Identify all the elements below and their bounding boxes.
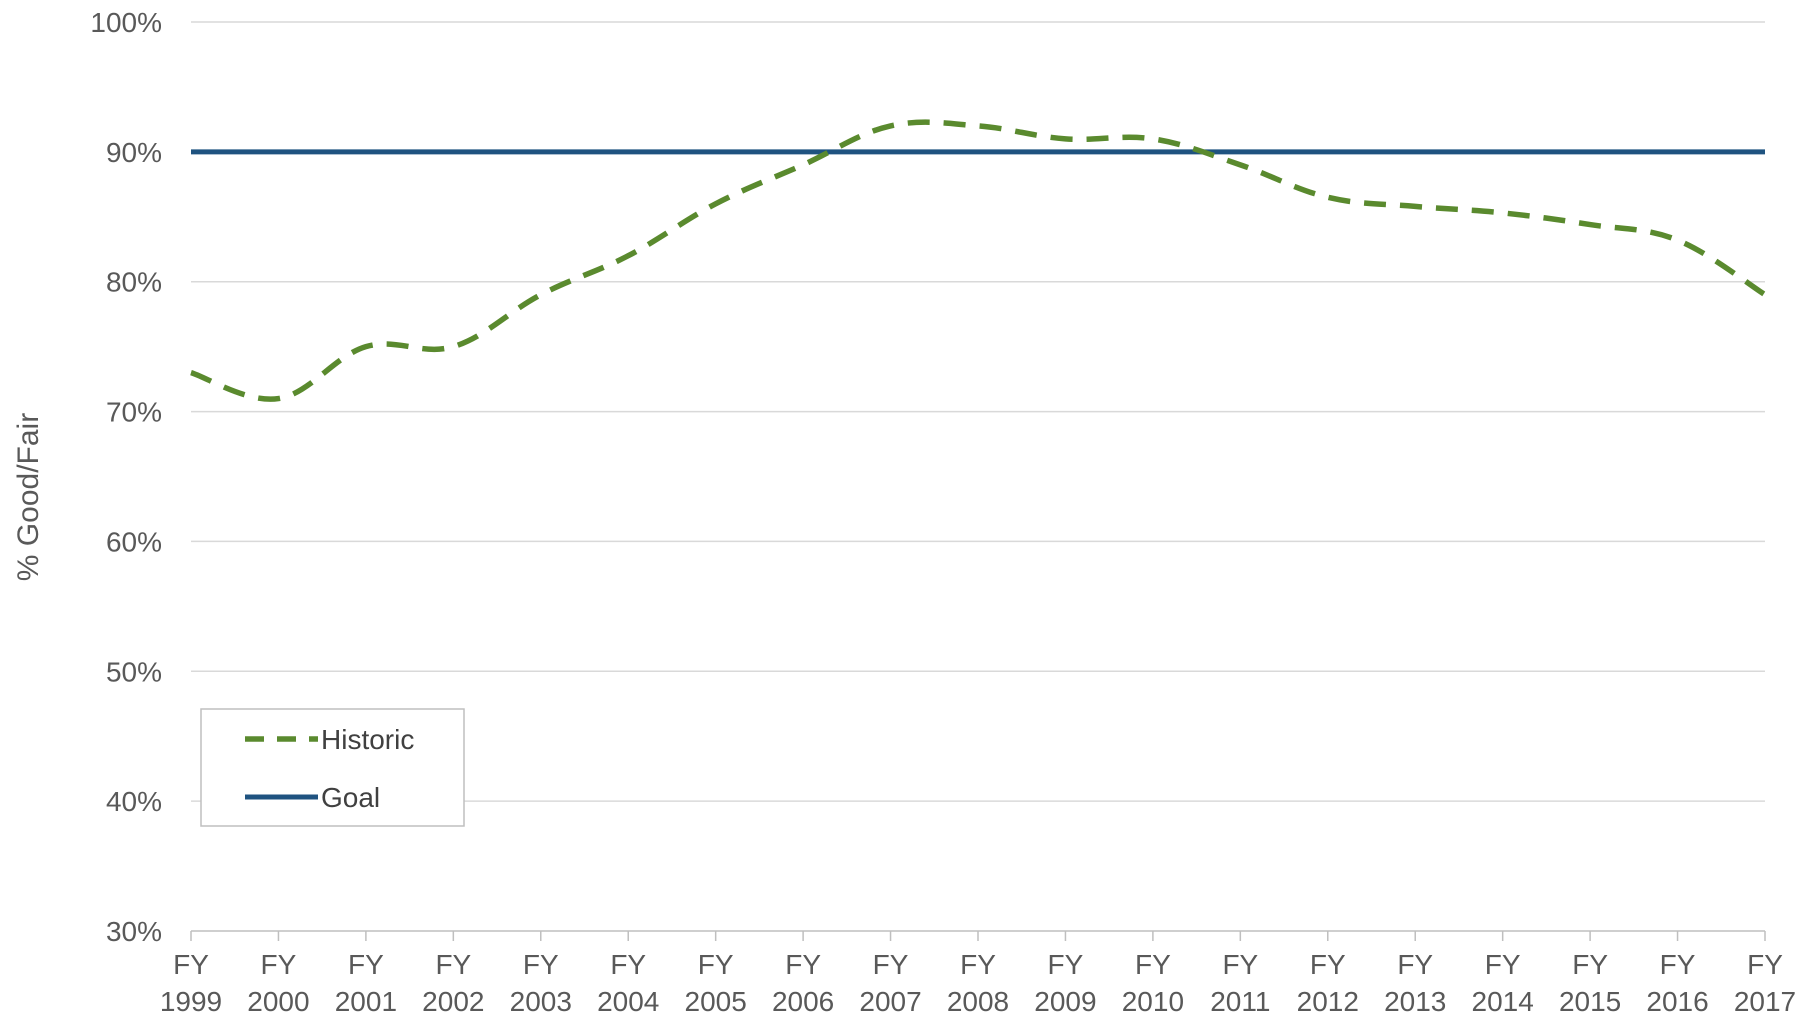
y-tick-label: 80% xyxy=(106,267,162,298)
data-point-historic xyxy=(975,123,981,129)
x-tick-label: FY xyxy=(698,949,734,980)
gridlines xyxy=(191,21,1765,802)
data-point-historic xyxy=(1500,210,1506,216)
x-tick-label: 2001 xyxy=(335,986,397,1016)
x-tick-label: FY xyxy=(1397,949,1433,980)
data-point-historic xyxy=(1412,203,1418,209)
legend-box xyxy=(200,708,465,827)
x-tick-label: FY xyxy=(1310,949,1346,980)
x-tick-label: 2004 xyxy=(597,986,659,1016)
data-point-historic xyxy=(1237,162,1243,168)
y-tick-label: 70% xyxy=(106,397,162,428)
series-line-historic xyxy=(190,119,1767,402)
data-point-goal xyxy=(1062,149,1068,155)
data-point-historic xyxy=(1150,136,1156,142)
x-tick-label: 1999 xyxy=(160,986,222,1016)
data-point-goal xyxy=(1237,149,1243,155)
data-point-historic xyxy=(275,396,281,402)
x-tick-label: 2013 xyxy=(1384,986,1446,1016)
data-point-historic xyxy=(1325,194,1331,200)
y-tick-label: 30% xyxy=(106,916,162,947)
x-tick-label: FY xyxy=(261,949,297,980)
x-tick-label: 2008 xyxy=(947,986,1009,1016)
x-tick-label: FY xyxy=(873,949,909,980)
x-tick-label: 2007 xyxy=(859,986,921,1016)
data-point-goal xyxy=(363,149,369,155)
data-point-goal xyxy=(1587,149,1593,155)
legend-label-historic: Historic xyxy=(321,724,414,755)
x-tick-label: FY xyxy=(523,949,559,980)
data-point-goal xyxy=(713,149,719,155)
x-tick-label: FY xyxy=(1135,949,1171,980)
data-point-historic xyxy=(713,201,719,207)
y-tick-label: 90% xyxy=(106,137,162,168)
x-tick-label: FY xyxy=(1485,949,1521,980)
y-axis: 30% 40% 50% 60% 70% 80% 90% 100% xyxy=(90,7,162,947)
x-tick-label: 2012 xyxy=(1297,986,1359,1016)
data-point-goal xyxy=(800,149,806,155)
data-point-goal xyxy=(538,149,544,155)
x-tick-label: FY xyxy=(785,949,821,980)
data-point-historic xyxy=(188,370,194,376)
data-point-goal xyxy=(188,149,194,155)
legend: Historic Goal xyxy=(200,708,465,827)
y-tick-label: 100% xyxy=(90,7,162,38)
data-point-goal xyxy=(888,149,894,155)
x-tick-label: FY xyxy=(610,949,646,980)
x-tick-label: 2009 xyxy=(1034,986,1096,1016)
data-point-goal xyxy=(975,149,981,155)
x-tick-label: 2006 xyxy=(772,986,834,1016)
data-point-historic xyxy=(1587,222,1593,228)
data-point-historic xyxy=(888,123,894,129)
x-axis: FY 1999 FY 2000 FY 2001 FY 2002 FY 2003 FY 2004 FY 20… xyxy=(160,930,1796,1016)
x-tick-label: FY xyxy=(348,949,384,980)
x-tick-label: FY xyxy=(1048,949,1084,980)
x-tick-label: 2017 xyxy=(1734,986,1796,1016)
x-tick-label: 2015 xyxy=(1559,986,1621,1016)
data-point-goal xyxy=(1675,149,1681,155)
x-tick-label: 2005 xyxy=(685,986,747,1016)
data-point-goal xyxy=(625,149,631,155)
x-tick-label: 2010 xyxy=(1122,986,1184,1016)
y-axis-title: % Good/Fair xyxy=(12,413,45,581)
x-tick-label: FY xyxy=(1660,949,1696,980)
x-tick-label: FY xyxy=(1222,949,1258,980)
data-point-historic xyxy=(1675,237,1681,243)
x-tick-label: 2014 xyxy=(1472,986,1534,1016)
y-tick-label: 60% xyxy=(106,526,162,557)
data-point-historic xyxy=(450,344,456,350)
x-tick-label: 2002 xyxy=(422,986,484,1016)
data-point-historic xyxy=(1762,292,1768,298)
data-point-historic xyxy=(625,253,631,259)
data-point-historic xyxy=(800,162,806,168)
legend-label-goal: Goal xyxy=(321,782,380,813)
data-point-goal xyxy=(1762,149,1768,155)
x-tick-label: 2000 xyxy=(247,986,309,1016)
data-point-goal xyxy=(1412,149,1418,155)
x-tick-label: FY xyxy=(960,949,996,980)
data-point-historic xyxy=(538,292,544,298)
x-tick-label: 2003 xyxy=(510,986,572,1016)
data-point-goal xyxy=(450,149,456,155)
x-tick-label: 2011 xyxy=(1210,986,1270,1016)
data-point-goal xyxy=(275,149,281,155)
data-point-historic xyxy=(363,344,369,350)
x-tick-label: FY xyxy=(1747,949,1783,980)
series-lines xyxy=(188,119,1768,402)
data-point-goal xyxy=(1500,149,1506,155)
data-point-goal xyxy=(1150,149,1156,155)
x-tick-label: FY xyxy=(173,949,209,980)
x-tick-label: FY xyxy=(435,949,471,980)
y-tick-label: 50% xyxy=(106,656,162,687)
data-point-historic xyxy=(1062,136,1068,142)
x-tick-label: FY xyxy=(1572,949,1608,980)
x-tick-label: 2016 xyxy=(1646,986,1708,1016)
y-tick-label: 40% xyxy=(106,786,162,817)
data-point-goal xyxy=(1325,149,1331,155)
